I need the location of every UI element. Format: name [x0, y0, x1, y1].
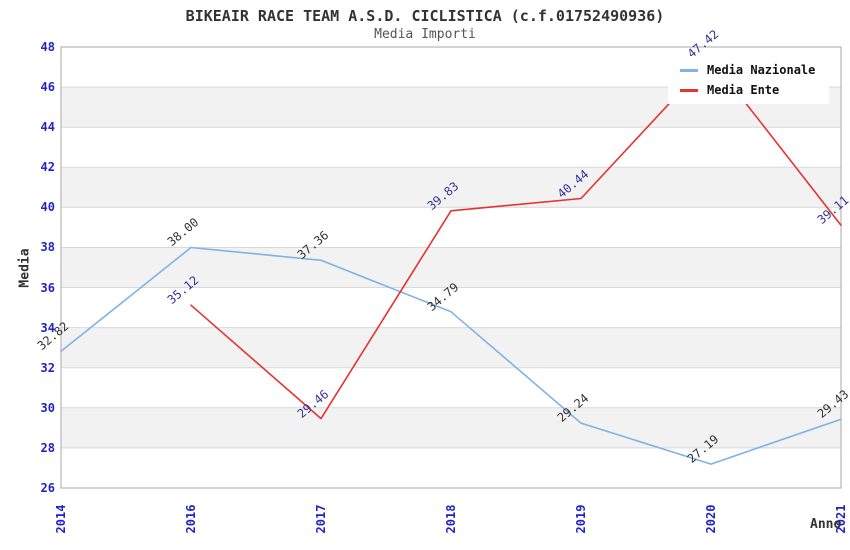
x-tick-label: 2017 — [314, 504, 328, 534]
x-tick-label: 2014 — [54, 504, 68, 534]
legend-label: Media Nazionale — [707, 63, 816, 77]
legend-label: Media Ente — [707, 83, 780, 97]
y-tick-label: 40 — [40, 200, 55, 215]
y-tick-label: 48 — [40, 40, 55, 54]
y-tick-label: 42 — [40, 160, 55, 175]
legend-line-swatch — [680, 68, 698, 72]
x-tick-label: 2019 — [574, 504, 588, 534]
y-tick-label: 32 — [40, 360, 55, 375]
y-tick-label: 30 — [40, 400, 55, 415]
x-tick-label: 2018 — [444, 504, 458, 534]
chart-title: BIKEAIR RACE TEAM A.S.D. CICLISTICA (c.f… — [185, 7, 665, 25]
x-tick-label: 2016 — [184, 504, 198, 534]
y-tick-label: 28 — [40, 440, 55, 455]
y-axis-title: Media — [17, 248, 33, 288]
legend-item: Media Ente — [680, 83, 815, 97]
y-tick-label: 34 — [40, 320, 55, 335]
legend-line-swatch — [680, 88, 698, 92]
x-tick-label: 2020 — [704, 504, 718, 534]
legend: Media Nazionale Media Ente — [668, 56, 830, 104]
y-tick-label: 36 — [40, 280, 55, 295]
x-axis-title: Anno — [810, 517, 842, 532]
legend-item: Media Nazionale — [680, 63, 815, 77]
y-tick-label: 44 — [40, 120, 55, 135]
y-tick-label: 26 — [40, 481, 55, 495]
chart-subtitle: Media Importi — [374, 27, 476, 42]
y-tick-label: 38 — [40, 240, 55, 255]
y-tick-label: 46 — [40, 80, 55, 95]
